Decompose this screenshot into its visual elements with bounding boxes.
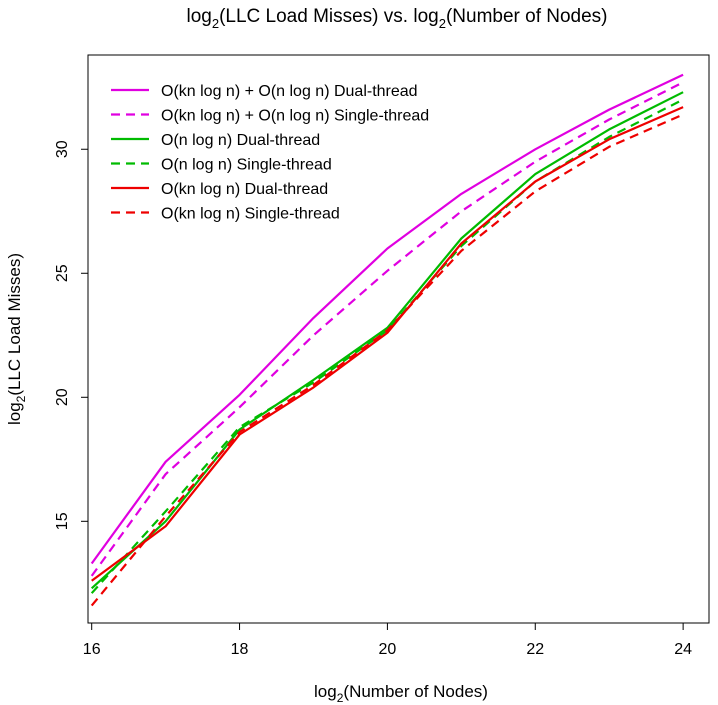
- x-axis: 16 18 20 22 24: [83, 623, 692, 658]
- x-tick-label: 18: [231, 641, 249, 658]
- series-line-5: [91, 106, 684, 582]
- series-line-2: [90, 81, 684, 577]
- legend-label: O(n log n) Dual-thread: [161, 132, 320, 149]
- series-line-3: [90, 91, 684, 590]
- legend-label: O(kn log n) + O(n log n) Dual-thread: [161, 83, 418, 100]
- y-axis: 15 20 25 30: [54, 140, 88, 530]
- y-tick-label: 20: [54, 388, 71, 406]
- series-layer: [90, 73, 684, 607]
- x-tick-label: 24: [674, 641, 692, 658]
- legend-label: O(kn log n) Single-thread: [161, 206, 340, 223]
- legend: O(kn log n) + O(n log n) Dual-thread O(kn…: [111, 83, 429, 223]
- x-axis-label: log2(Number of Nodes): [314, 682, 488, 705]
- legend-label: O(kn log n) Dual-thread: [161, 181, 328, 198]
- y-tick-label: 30: [54, 140, 71, 158]
- series-line-4: [90, 98, 684, 594]
- legend-label: O(n log n) Single-thread: [161, 157, 332, 174]
- y-axis-label: log2(LLC Load Misses): [5, 253, 28, 425]
- y-tick-label: 15: [54, 512, 71, 530]
- x-tick-label: 22: [526, 641, 544, 658]
- y-tick-label: 25: [54, 264, 71, 282]
- x-tick-label: 20: [379, 641, 397, 658]
- legend-label: O(kn log n) + O(n log n) Single-thread: [161, 108, 429, 125]
- x-tick-label: 16: [83, 641, 101, 658]
- plot-area: [87, 54, 710, 624]
- series-line-1: [90, 73, 684, 565]
- series-line-6: [90, 113, 684, 607]
- chart-title: log2(LLC Load Misses) vs. log2(Number of…: [186, 6, 607, 31]
